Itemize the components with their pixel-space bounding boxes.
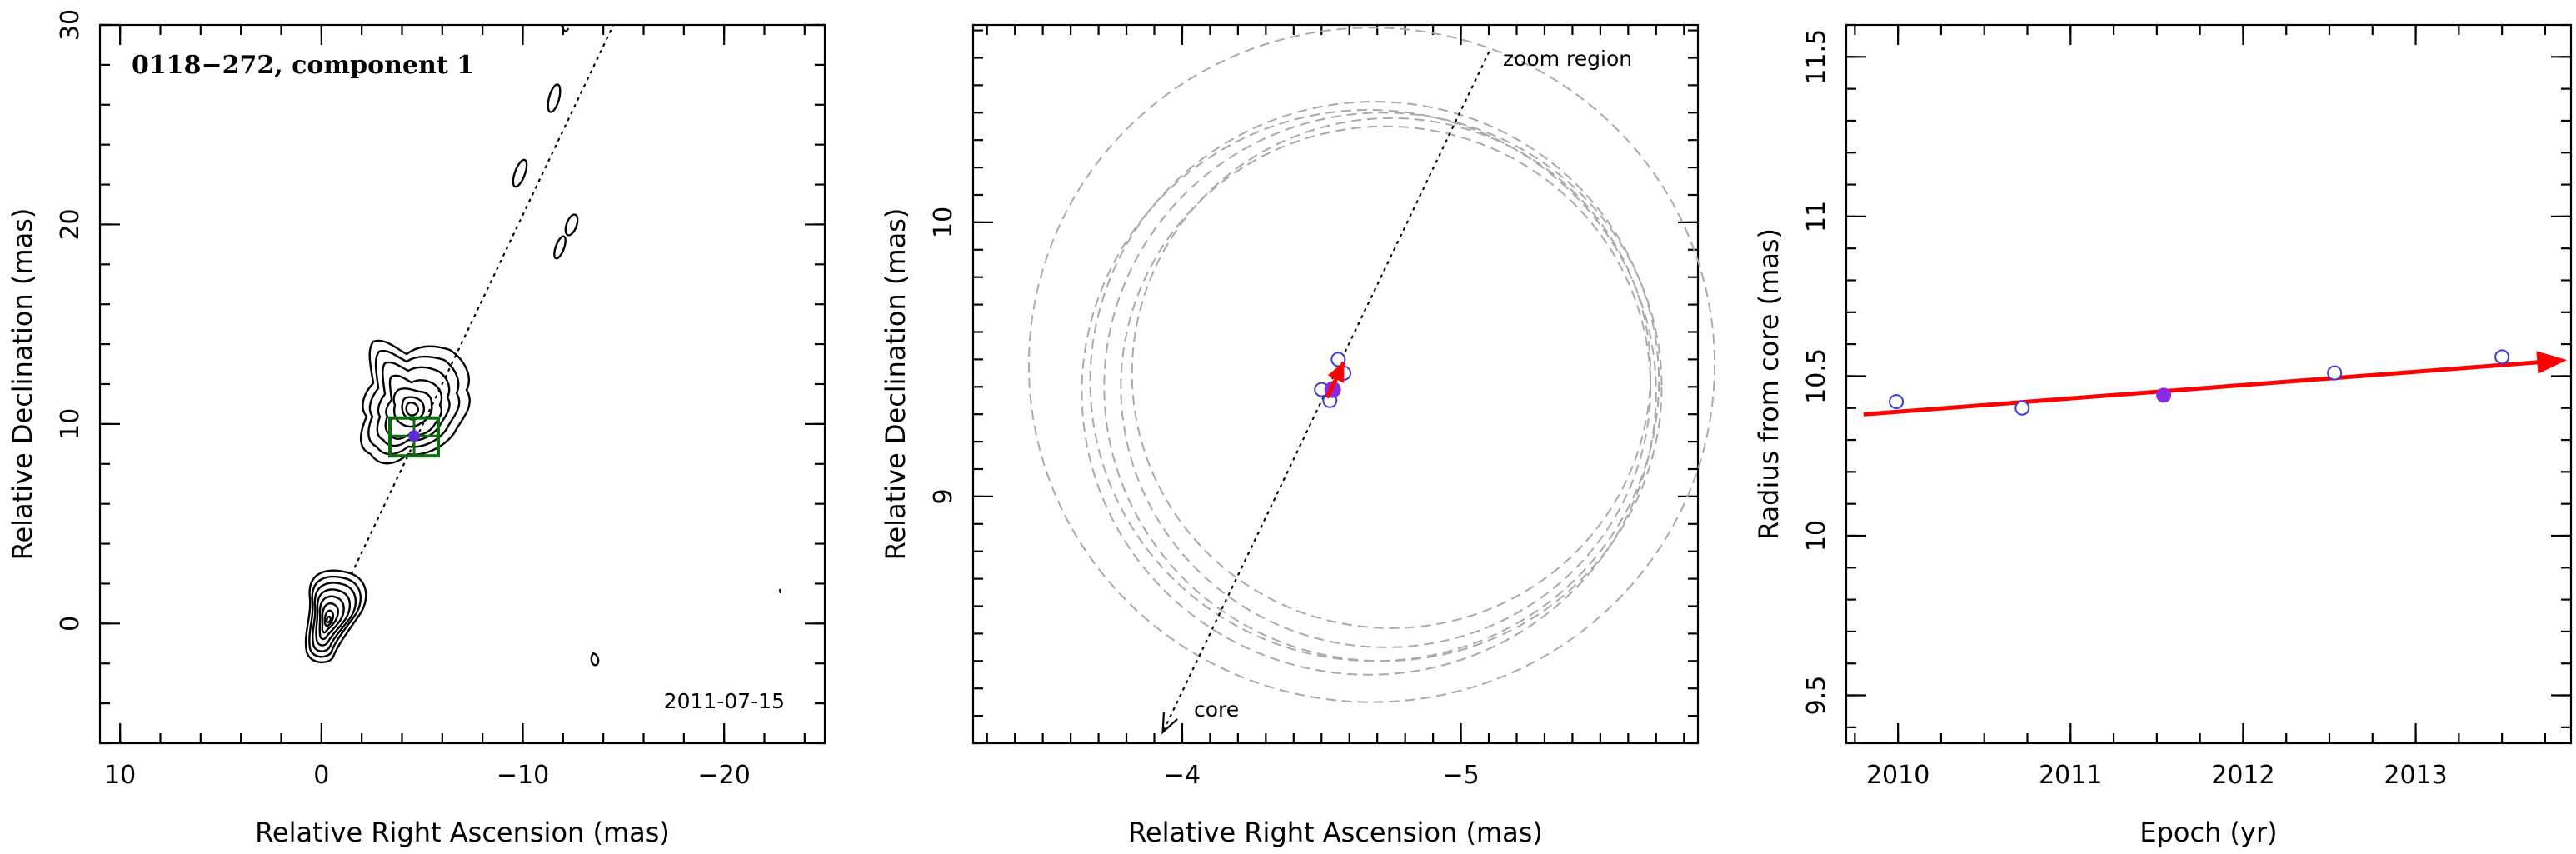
- contour-island: [512, 158, 528, 188]
- y-tick-label: 9.5: [1802, 676, 1831, 716]
- fit-arrowhead: [2536, 351, 2568, 374]
- beam-circle: [1089, 101, 1660, 662]
- tick-marks: [973, 25, 1698, 745]
- point-open: [2327, 365, 2343, 381]
- data-points: [1889, 349, 2510, 416]
- beam-circle: [1120, 125, 1652, 648]
- beam-circles: [1027, 27, 1716, 703]
- beam-circle: [1081, 108, 1657, 676]
- jet-direction-line: [350, 23, 615, 575]
- core-contour: [325, 615, 332, 624]
- y-tick-label: 30: [56, 9, 85, 41]
- beam-circle: [1131, 117, 1652, 629]
- x-tick-label: 2012: [2211, 761, 2274, 790]
- beam-circle: [1103, 112, 1663, 662]
- y-tick-labels: 0 10 20 30: [56, 9, 85, 632]
- y-tick-label: 10: [56, 408, 85, 440]
- contour-island: [547, 83, 562, 113]
- contour-lines: [304, 24, 782, 667]
- x-tick-label: −10: [497, 761, 549, 790]
- fit-arrowhead: [1327, 361, 1345, 383]
- x-tick-label: −5: [1442, 761, 1479, 790]
- y-tick-label: 20: [56, 208, 85, 240]
- x-tick-labels: 10 0 −10 −20: [104, 761, 751, 790]
- contour-island: [564, 213, 579, 237]
- y-tick-labels: 9.5 10 10.5 11 11.5: [1802, 29, 1831, 715]
- y-tick-label: 11: [1802, 201, 1831, 232]
- panel-radius-vs-epoch: 2010 2011 2012 2013 9.5 10 10.5 11 11.5 Epoch (…: [1753, 23, 2573, 848]
- core-contour: [315, 588, 352, 647]
- core-contour: [323, 609, 334, 627]
- x-tick-label: 2013: [2384, 761, 2447, 790]
- panel-zoom-region: −4 −5 9 10 zoom region core Relative Right…: [880, 23, 1716, 848]
- component-contour: [405, 402, 419, 417]
- y-axis-label: Relative Declination (mas): [7, 208, 38, 561]
- component-contour: [376, 361, 451, 447]
- date-label: 2011-07-15: [664, 689, 785, 713]
- core-contour: [318, 595, 345, 641]
- point-open: [2494, 349, 2510, 365]
- core-contour: [308, 575, 362, 658]
- x-tick-label: −4: [1164, 761, 1201, 790]
- fit-line: [1863, 359, 2549, 417]
- x-tick-label: 2010: [1866, 761, 1930, 790]
- component-contour: [367, 349, 461, 456]
- annotation-zoom-region: zoom region: [1503, 47, 1632, 71]
- tick-marks: [1846, 23, 2571, 743]
- y-axis-label: Radius from core (mas): [1753, 228, 1785, 540]
- x-axis-label: Relative Right Ascension (mas): [1128, 817, 1543, 848]
- x-axis-label: Relative Right Ascension (mas): [255, 817, 670, 848]
- y-axis-label: Relative Declination (mas): [880, 208, 911, 561]
- y-tick-labels: 9 10: [929, 207, 958, 505]
- plot-frame: [971, 23, 1700, 745]
- x-tick-label: −20: [698, 761, 751, 790]
- contour-island: [590, 652, 600, 667]
- y-tick-label: 10: [1802, 520, 1831, 552]
- x-tick-label: 2011: [2039, 761, 2102, 790]
- x-axis-label: Epoch (yr): [2139, 817, 2277, 848]
- x-tick-labels: 2010 2011 2012 2013: [1866, 761, 2448, 790]
- contour-island: [553, 235, 567, 260]
- y-tick-label: 9: [929, 488, 958, 504]
- panel-title: 0118−272, component 1: [132, 51, 474, 80]
- y-tick-label: 10: [929, 207, 958, 238]
- x-tick-label: 10: [104, 761, 136, 790]
- core-contour: [304, 569, 367, 663]
- component-marker: [408, 430, 420, 442]
- x-tick-label: 0: [313, 761, 329, 790]
- point-open: [2014, 400, 2030, 416]
- plot-frame: [98, 23, 826, 745]
- component-contour: [392, 387, 433, 428]
- core-contour: [312, 582, 357, 652]
- point-open: [1889, 394, 1905, 410]
- annotation-core: core: [1194, 697, 1239, 722]
- contour-island: [778, 588, 782, 594]
- core-arrowhead: [1161, 712, 1178, 735]
- y-tick-label: 10.5: [1802, 348, 1831, 404]
- component-contour: [384, 374, 443, 440]
- point-filled: [2156, 387, 2172, 403]
- beam-circle: [1027, 27, 1716, 703]
- core-contour: [321, 602, 339, 634]
- tick-marks: [100, 23, 825, 745]
- component-contour: [359, 339, 471, 465]
- x-tick-labels: −4 −5: [1164, 761, 1480, 790]
- data-points: [1314, 352, 1352, 408]
- plot-frame: [1845, 23, 2573, 745]
- y-tick-label: 0: [56, 616, 85, 632]
- contour-island: [560, 24, 570, 32]
- y-tick-label: 11.5: [1802, 29, 1831, 85]
